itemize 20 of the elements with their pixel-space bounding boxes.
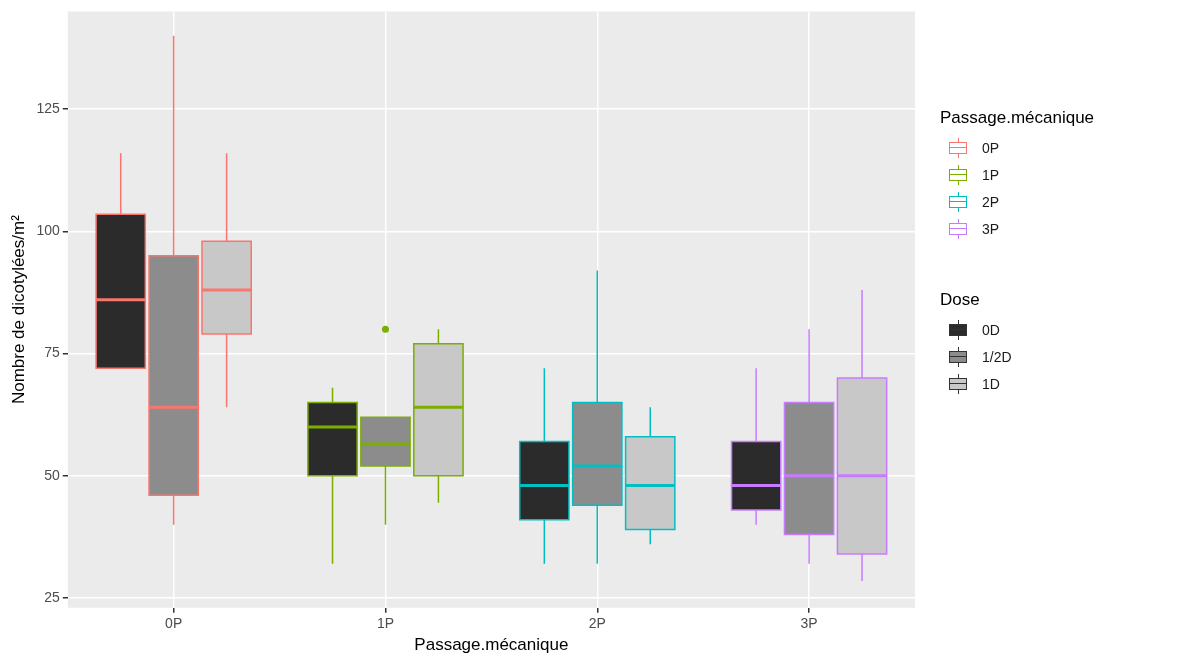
category-label: 0P [982, 139, 1000, 156]
legend-label: 1/2D [982, 348, 1012, 365]
text: Dose [940, 290, 980, 309]
category-label: 1P [982, 166, 1000, 183]
text: Passage.mécanique [940, 108, 1095, 127]
legend-label: 0D [982, 321, 1000, 338]
x-tick-label: 3P [800, 615, 818, 632]
y-tick-label: 125 [36, 100, 60, 117]
y-tick-label: 25 [44, 588, 60, 605]
legend-label: 1D [982, 375, 1000, 392]
x-tick-label: 1P [376, 615, 395, 632]
y-tick-label: 75 [44, 344, 60, 361]
y-axis-title: Nombre de dicotylées/m² [8, 214, 28, 405]
x-tick-label: 0P [165, 615, 183, 632]
category-label: 3P [982, 220, 1000, 237]
y-tick-label: 100 [36, 222, 60, 239]
x-tick-label: 2P [588, 615, 606, 632]
category-label: 2P [982, 193, 1000, 210]
x-axis-title: Passage.mécanique [414, 635, 569, 655]
y-tick-label: 50 [44, 466, 60, 483]
